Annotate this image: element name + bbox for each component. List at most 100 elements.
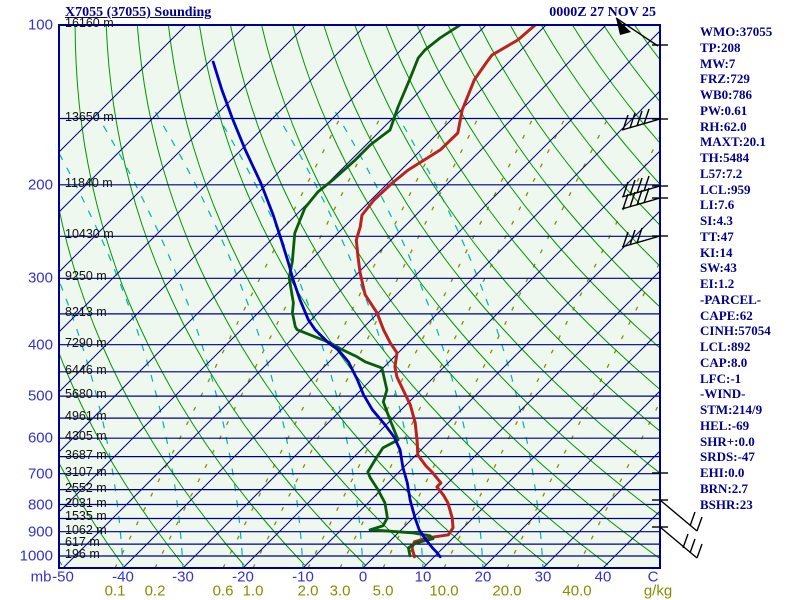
- mixing-ratio-label: 1.0: [242, 582, 264, 600]
- isotherm-line: [59, 25, 187, 153]
- height-label: 5680 m: [65, 387, 107, 402]
- isotherm-line: [542, 450, 660, 568]
- isotherm-line: [122, 30, 660, 568]
- pressure-axis-label: 200: [27, 176, 53, 194]
- wind-barb: [652, 526, 703, 559]
- isotherm-line: [62, 25, 607, 568]
- dry-adiabat-line: [354, 25, 660, 432]
- height-label: 16160 m: [65, 16, 114, 31]
- panel-stat: -WIND-: [700, 386, 746, 402]
- panel-stat: LCL:959: [700, 181, 751, 197]
- dry-adiabat-line: [478, 25, 660, 267]
- panel-stat: -PARCEL-: [700, 291, 762, 307]
- temperature-trace: [354, 25, 537, 559]
- height-label: 13650 m: [65, 109, 114, 124]
- pressure-axis-label: 1000: [19, 547, 53, 565]
- moist-adiabat-line: [394, 111, 544, 568]
- dry-adiabat-line: [59, 351, 184, 566]
- mixing-ratio-label: 0.1: [104, 582, 126, 600]
- dry-adiabat-line: [292, 25, 660, 517]
- panel-stat: MAXT:20.1: [700, 134, 766, 150]
- panel-stat: BSHR:23: [700, 496, 753, 512]
- temp-axis-label: -10: [292, 568, 314, 586]
- isotherm-line: [482, 390, 660, 568]
- moist-adiabat-line: [94, 111, 244, 568]
- moist-adiabat-line: [274, 111, 424, 568]
- pressure-axis-label: 600: [27, 429, 53, 447]
- panel-stat: LI:7.6: [700, 197, 735, 213]
- panel-stat: WMO:37055: [700, 24, 773, 39]
- wind-barb: [621, 227, 668, 248]
- mixing-ratio-label: 0.2: [144, 582, 166, 600]
- isotherm-line: [182, 90, 660, 568]
- panel-stat: BRN:2.7: [700, 480, 749, 496]
- pressure-axis-label: 500: [27, 387, 53, 405]
- isotherm-line: [362, 270, 660, 568]
- panel-stat: EHI:0.0: [700, 465, 745, 480]
- height-label: 7290 m: [65, 335, 107, 350]
- height-label: 2031 m: [65, 495, 107, 510]
- panel-stat: MW:7: [700, 55, 736, 71]
- dry-adiabat-line: [509, 25, 660, 226]
- panel-stat: KI:14: [700, 244, 733, 260]
- dry-adiabat-line: [59, 461, 124, 566]
- dry-adiabat-line: [105, 25, 366, 566]
- height-label: 3687 m: [65, 447, 107, 462]
- height-label: 4961 m: [65, 409, 107, 424]
- dry-adiabat-line: [261, 25, 660, 560]
- panel-stat: CAPE:62: [700, 307, 753, 323]
- panel-stat: PW:0.61: [700, 102, 748, 118]
- height-label: 10430 m: [65, 227, 114, 242]
- panel-stat: CINH:57054: [700, 323, 771, 339]
- pressure-unit-label: mb: [30, 568, 52, 586]
- height-label: 8213 m: [65, 305, 107, 320]
- height-label: 9250 m: [65, 269, 107, 284]
- panel-stat: EI:1.2: [700, 276, 735, 291]
- parcel-trace: [211, 60, 442, 559]
- panel-stat: SI:4.3: [700, 213, 733, 228]
- wind-barb: [621, 108, 668, 131]
- isotherm-line: [59, 25, 547, 513]
- panel-stat: SRDS:-47: [700, 449, 755, 465]
- isotherm-line: [302, 210, 660, 568]
- pressure-axis-label: 400: [27, 336, 53, 354]
- height-label: 1535 m: [65, 509, 107, 524]
- panel-stat: STM:214/9: [700, 402, 763, 417]
- indices-panel: WMO:37055 TP:208 MW:7 FRZ:729 WB0:786 PW:0.61…: [700, 24, 772, 512]
- dry-adiabat-line: [540, 25, 660, 185]
- panel-stat: HEL:-69: [700, 417, 750, 433]
- temp-axis-label: -20: [232, 568, 254, 586]
- isotherm-line: [242, 150, 660, 568]
- isotherm-line: [59, 25, 427, 393]
- dry-adiabat-line: [385, 25, 660, 391]
- plot-background: [59, 25, 660, 568]
- dry-adiabat-line: [59, 206, 245, 566]
- dry-adiabat-line: [230, 25, 609, 566]
- height-label: 196 m: [65, 547, 100, 562]
- panel-stat: FRZ:729: [700, 71, 750, 87]
- height-label: 2552 m: [65, 480, 107, 495]
- panel-stat: SHR+:0.0: [700, 433, 755, 449]
- height-label: 3107 m: [65, 464, 107, 479]
- isotherm-line: [59, 25, 367, 333]
- moist-adiabat-line: [334, 111, 484, 568]
- sounding-datetime: 0000Z 27 NOV 25: [549, 5, 656, 20]
- height-label: 11840 m: [65, 175, 113, 190]
- temp-axis-label: 30: [534, 568, 552, 586]
- panel-stat: SW:43: [700, 260, 737, 276]
- height-label: 617 m: [65, 535, 100, 550]
- dewpoint-trace: [287, 25, 462, 558]
- temp-unit-label: C: [647, 568, 659, 586]
- height-label: 1062 m: [65, 522, 107, 537]
- dry-adiabat-line: [447, 25, 660, 308]
- dry-adiabat-line: [74, 25, 305, 566]
- dry-adiabat-line: [167, 25, 488, 566]
- dry-adiabat-line: [323, 25, 660, 474]
- panel-stat: LCL:892: [700, 339, 751, 354]
- plot-border: [58, 24, 661, 569]
- moist-adiabat-line: [214, 111, 364, 568]
- temp-axis-label: 40: [594, 568, 612, 586]
- mixing-ratio-label: 0.6: [212, 582, 234, 600]
- temp-axis-label: -50: [52, 568, 74, 586]
